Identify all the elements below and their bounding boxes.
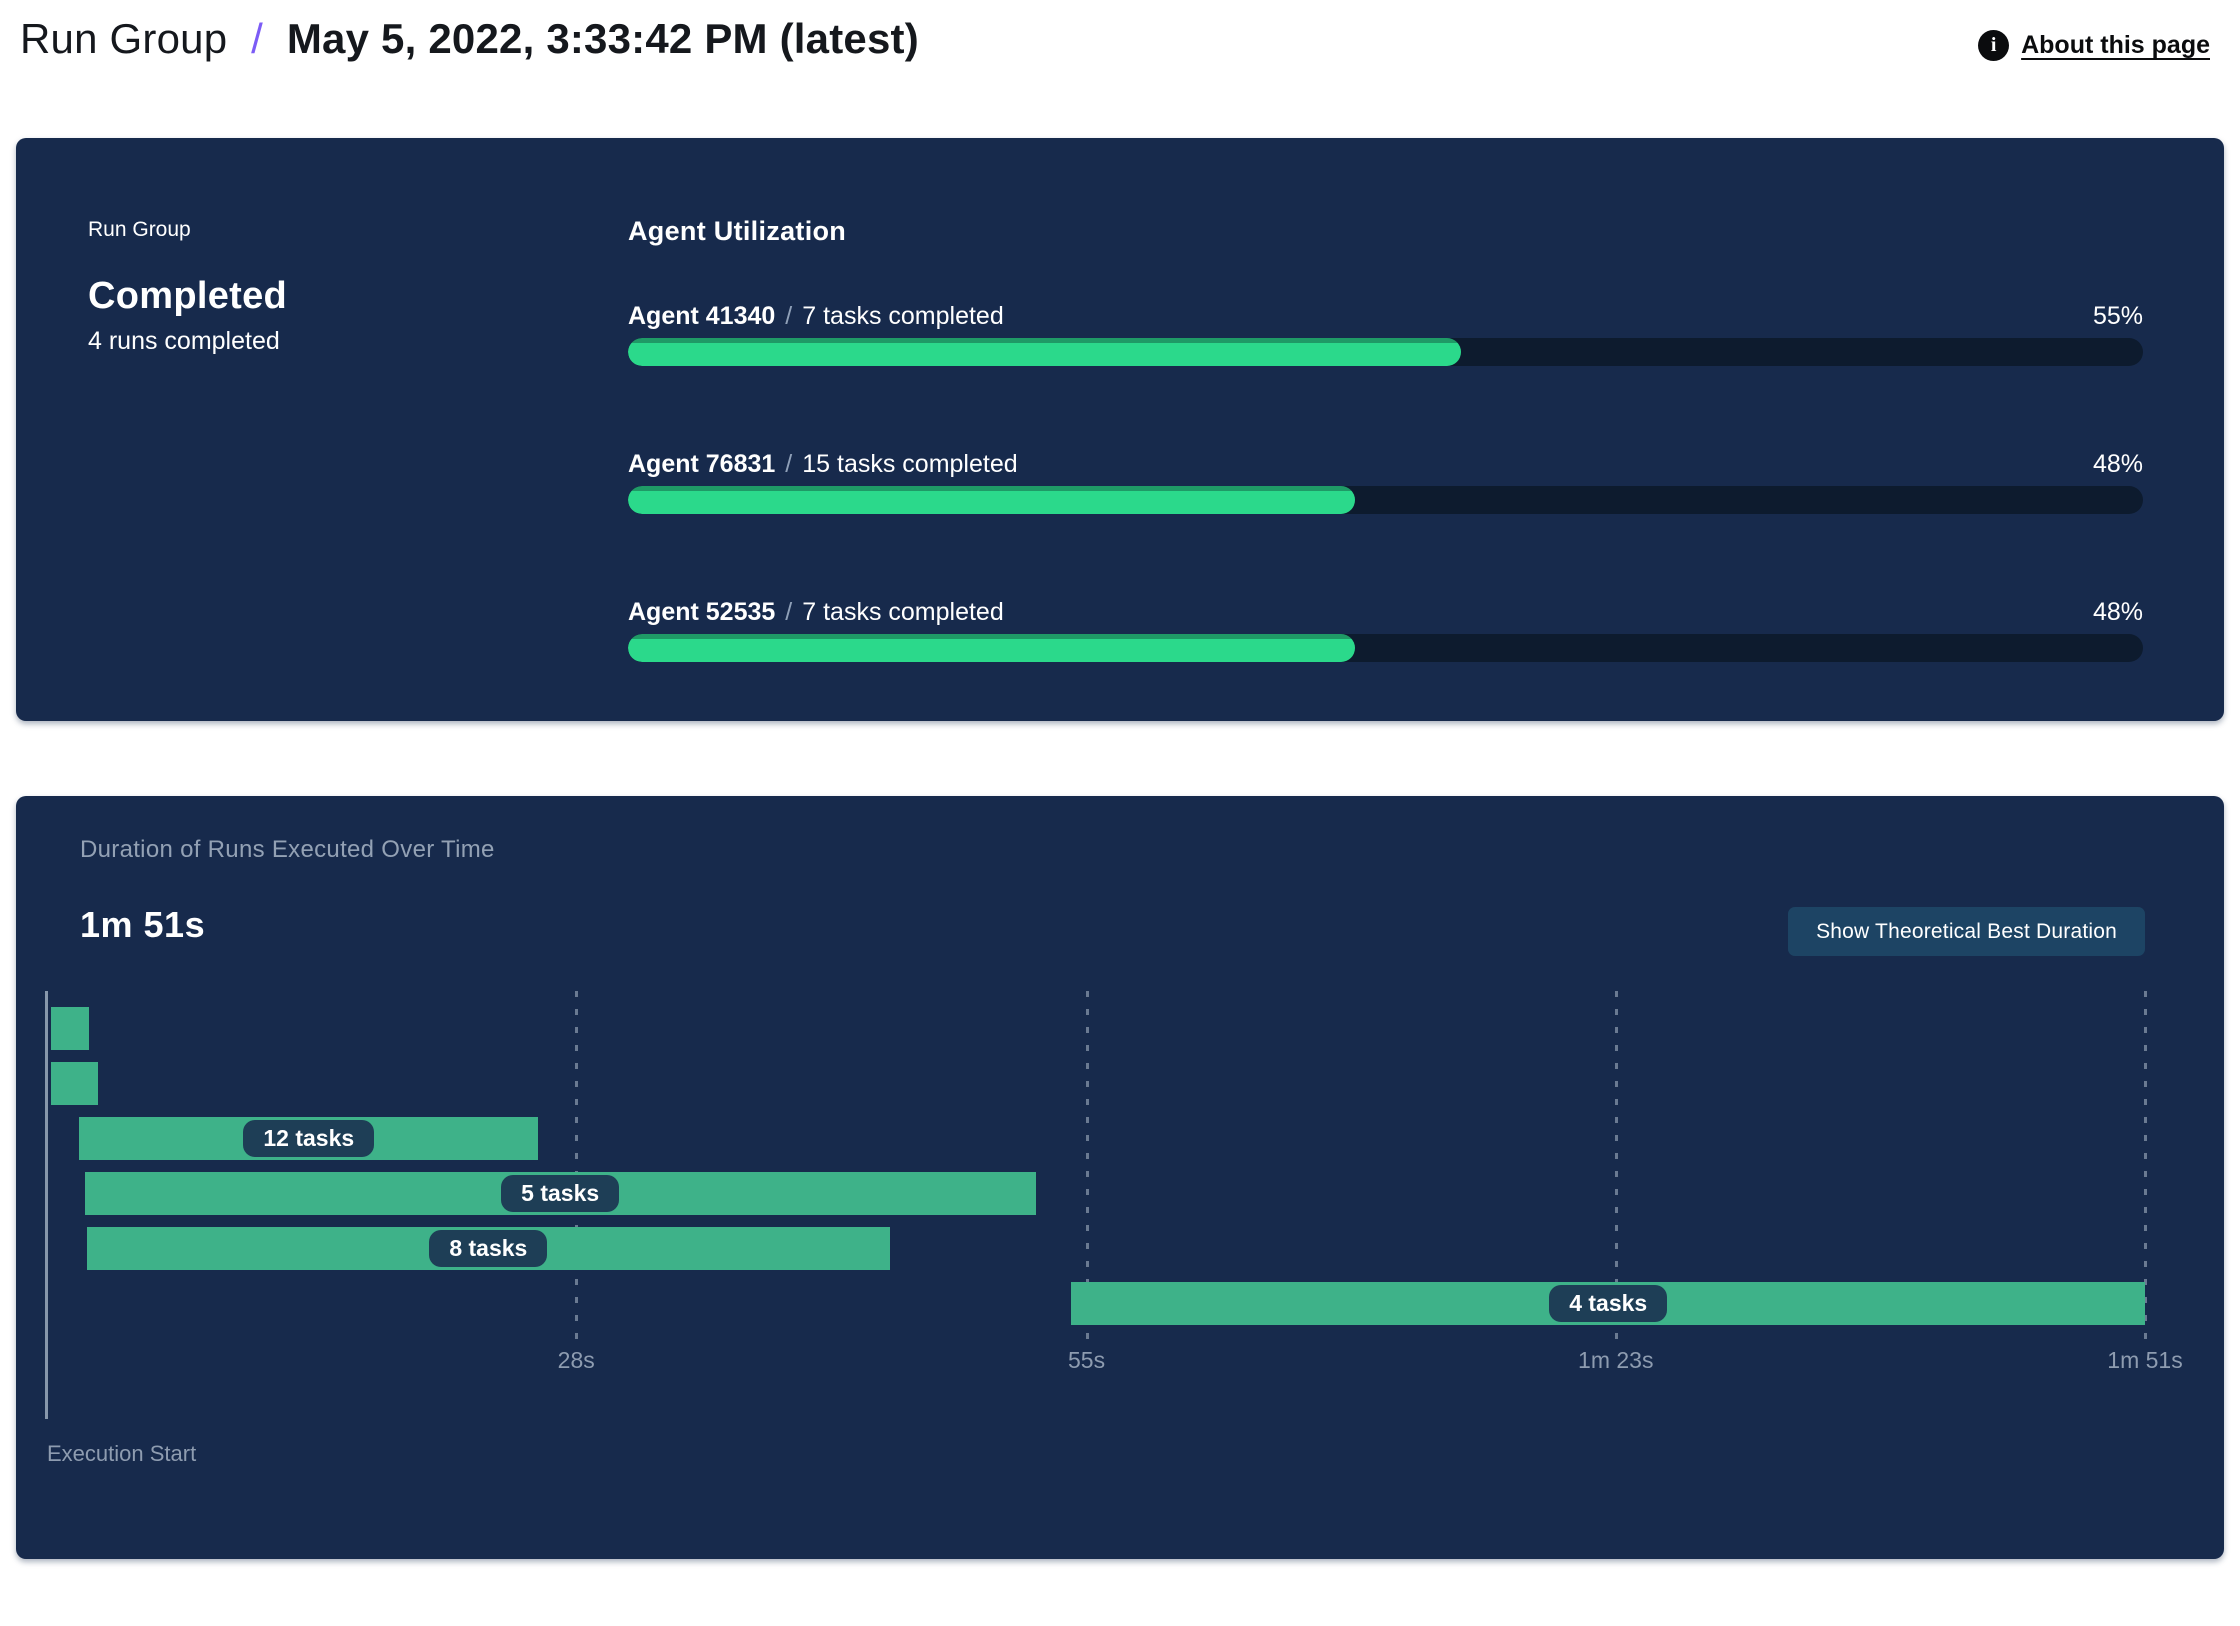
axis-tick-label: 28s [557, 1347, 595, 1373]
info-icon: i [1978, 30, 2010, 61]
agent-name: Agent 76831 [628, 450, 776, 478]
axis-tick-label: 1m 51s [2107, 1347, 2183, 1373]
breadcrumb-separator: / [251, 15, 263, 62]
summary-group-label: Run Group [88, 218, 191, 241]
gantt-chart: 12 tasks 5 tasks 8 tasks 4 tasks 28s 55s 1m 2… [45, 991, 2183, 1511]
progress-fill [628, 338, 1462, 366]
total-duration-value: 1m 51s [80, 904, 206, 945]
run-bar[interactable]: 4 tasks [1071, 1282, 2145, 1325]
duration-chart-card: Duration of Runs Executed Over Time 1m 5… [16, 796, 2224, 1559]
agent-utilization-percent: 48% [2092, 450, 2143, 478]
progress-track [628, 634, 2143, 662]
agent-name: Agent 52535 [628, 598, 776, 626]
duration-chart-title: Duration of Runs Executed Over Time [80, 836, 495, 863]
run-bar[interactable] [50, 1062, 99, 1105]
agent-utilization-heading: Agent Utilization [628, 216, 847, 246]
runs-completed-text: 4 runs completed [88, 327, 280, 355]
agent-utilization-percent: 55% [2092, 302, 2143, 330]
gridline [2144, 991, 2147, 1341]
gridline [1614, 991, 1618, 1341]
summary-left-column: Run Group Completed 4 runs completed [88, 216, 628, 652]
agent-label-separator: / [785, 302, 793, 330]
progress-track [628, 486, 2143, 514]
agent-label-separator: / [785, 450, 793, 478]
task-count-pill: 8 tasks [429, 1230, 548, 1267]
task-count-pill: 12 tasks [243, 1120, 375, 1157]
page-title-date: May 5, 2022, 3:33:42 PM (latest) [286, 15, 919, 62]
y-axis-line [45, 991, 48, 1419]
axis-tick-label: 55s [1068, 1347, 1106, 1373]
agent-rows: Agent 41340 / 7 tasks completed 55% Agent 76… [628, 302, 2143, 662]
breadcrumb-run-group[interactable]: Run Group [20, 15, 228, 62]
agent-label-separator: / [785, 598, 793, 626]
gridline [1085, 991, 1089, 1341]
agent-tasks-completed: 7 tasks completed [802, 302, 1004, 330]
progress-track [628, 338, 2143, 366]
about-this-page-link[interactable]: i About this page [1978, 30, 2210, 61]
agent-utilization-row: Agent 52535 / 7 tasks completed 48% [628, 598, 2143, 662]
run-bar[interactable] [50, 1007, 89, 1050]
about-link-label: About this page [2021, 31, 2210, 59]
task-count-pill: 4 tasks [1549, 1285, 1668, 1322]
agent-label-line: Agent 41340 / 7 tasks completed 55% [628, 302, 2143, 331]
gridline [575, 991, 579, 1341]
agent-tasks-completed: 7 tasks completed [802, 598, 1004, 626]
agent-name: Agent 41340 [628, 302, 776, 330]
page-title: Run Group / May 5, 2022, 3:33:42 PM (lat… [20, 14, 919, 64]
agent-utilization-percent: 48% [2092, 598, 2143, 626]
agent-utilization-row: Agent 41340 / 7 tasks completed 55% [628, 302, 2143, 366]
progress-fill [628, 634, 1356, 662]
agent-utilization-section: Agent Utilization Agent 41340 / 7 tasks co… [628, 216, 2143, 662]
run-bar[interactable]: 5 tasks [84, 1172, 1036, 1215]
axis-tick-label: 1m 23s [1578, 1347, 1654, 1373]
status-badge: Completed [88, 275, 288, 317]
run-bar[interactable]: 8 tasks [86, 1227, 890, 1270]
agent-tasks-completed: 15 tasks completed [802, 450, 1018, 478]
page-header: Run Group / May 5, 2022, 3:33:42 PM (lat… [0, 0, 2240, 138]
run-bar[interactable]: 12 tasks [79, 1117, 539, 1160]
x-axis-label: Execution Start [47, 1441, 197, 1466]
agent-label-line: Agent 52535 / 7 tasks completed 48% [628, 598, 2143, 627]
task-count-pill: 5 tasks [501, 1175, 620, 1212]
agent-utilization-row: Agent 76831 / 15 tasks completed 48% [628, 450, 2143, 514]
run-group-summary-card: Run Group Completed 4 runs completed Age… [16, 138, 2224, 721]
progress-fill [628, 486, 1356, 514]
show-theoretical-best-duration-button[interactable]: Show Theoretical Best Duration [1788, 907, 2145, 956]
agent-label-line: Agent 76831 / 15 tasks completed 48% [628, 450, 2143, 479]
